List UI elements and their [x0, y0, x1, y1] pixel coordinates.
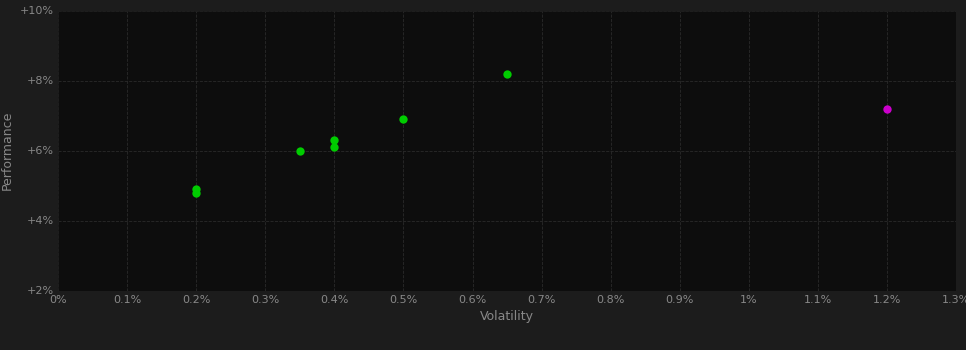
X-axis label: Volatility: Volatility — [480, 310, 534, 323]
Y-axis label: Performance: Performance — [1, 111, 14, 190]
